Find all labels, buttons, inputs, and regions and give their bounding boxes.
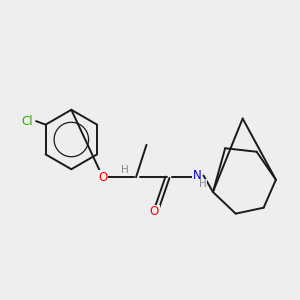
Text: H: H bbox=[199, 179, 206, 189]
Text: O: O bbox=[98, 171, 107, 184]
Text: H: H bbox=[121, 165, 129, 175]
Text: Cl: Cl bbox=[22, 115, 33, 128]
Text: O: O bbox=[150, 206, 159, 218]
Text: N: N bbox=[193, 169, 202, 182]
